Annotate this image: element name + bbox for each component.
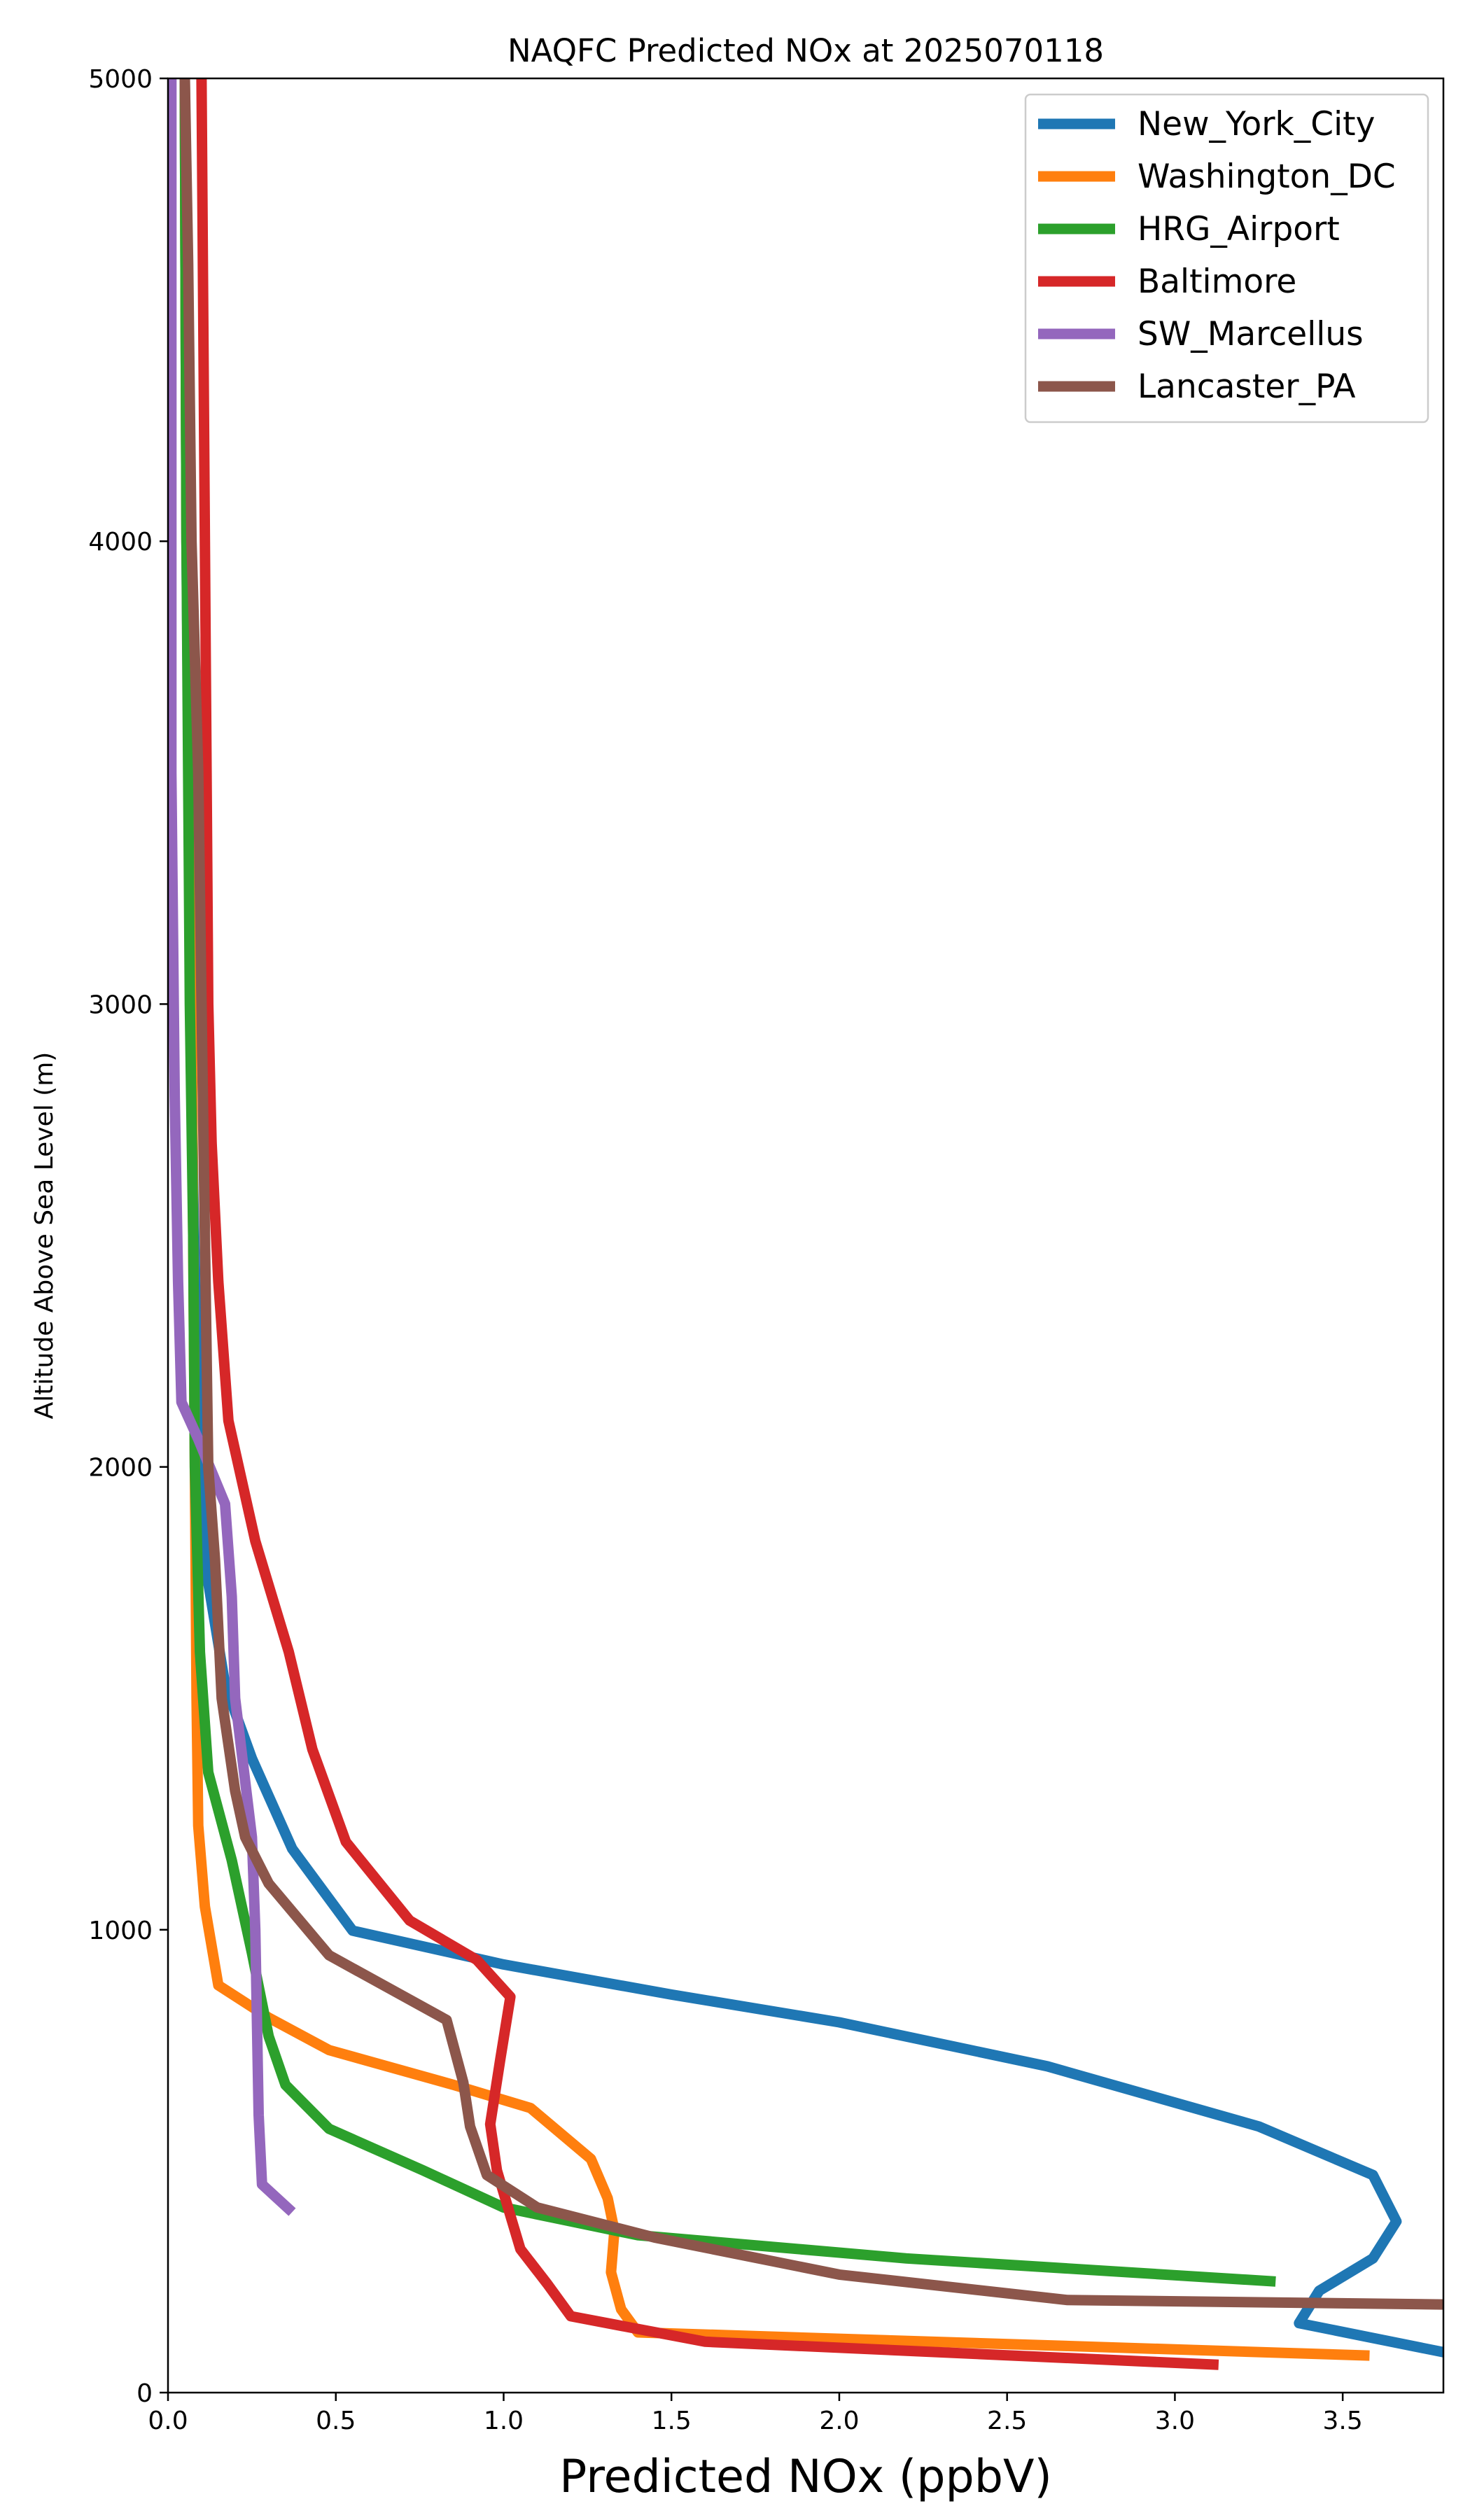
legend-label: Lancaster_PA xyxy=(1138,368,1356,406)
x-tick-label: 0.0 xyxy=(148,2407,188,2435)
series-line-baltimore xyxy=(196,78,1219,2370)
y-axis-ticks: 0 1000 2000 3000 4000 5000 xyxy=(88,65,168,2408)
x-axis-ticks: 0.0 0.5 1.0 1.5 2.0 2.5 3.0 3.5 xyxy=(148,2393,1363,2435)
axes-frame xyxy=(167,77,1445,2394)
legend: New_York_City Washington_DC HRG_Airport Bal… xyxy=(1024,93,1429,424)
y-axis-label: Altitude Above Sea Level (m) xyxy=(30,1052,59,1420)
legend-box xyxy=(1024,93,1429,424)
x-tick-label: 3.5 xyxy=(1323,2407,1363,2435)
series-layer xyxy=(168,78,1443,2370)
y-tick-label: 4000 xyxy=(88,528,153,556)
legend-label: New_York_City xyxy=(1138,105,1375,144)
x-tick-label: 2.0 xyxy=(819,2407,859,2435)
series-line-sw-marcellus xyxy=(168,78,296,2216)
legend-item: HRG_Airport xyxy=(1038,210,1340,248)
y-tick-label: 3000 xyxy=(88,990,153,1019)
y-tick-label: 5000 xyxy=(88,65,153,94)
x-tick-label: 3.0 xyxy=(1155,2407,1195,2435)
y-tick-label: 1000 xyxy=(88,1917,153,1945)
x-tick-label: 1.0 xyxy=(484,2407,524,2435)
legend-item: SW_Marcellus xyxy=(1038,315,1364,354)
y-tick-label: 2000 xyxy=(88,1454,153,1483)
legend-item: Baltimore xyxy=(1038,262,1296,301)
legend-item: Lancaster_PA xyxy=(1038,368,1356,406)
y-tick-label: 0 xyxy=(136,2379,153,2408)
legend-label: SW_Marcellus xyxy=(1138,315,1364,354)
x-tick-label: 0.5 xyxy=(316,2407,356,2435)
legend-item: Washington_DC xyxy=(1038,158,1396,196)
legend-label: Washington_DC xyxy=(1138,158,1396,196)
legend-label: HRG_Airport xyxy=(1138,210,1340,248)
legend-item: New_York_City xyxy=(1038,105,1375,144)
x-tick-label: 2.5 xyxy=(987,2407,1027,2435)
legend-label: Baltimore xyxy=(1138,262,1296,301)
chart-title: NAQFC Predicted NOx at 2025070118 xyxy=(507,32,1104,69)
x-axis-label: Predicted NOx (ppbV) xyxy=(559,2451,1052,2503)
series-line-lancaster-pa xyxy=(179,78,1443,2310)
x-tick-label: 1.5 xyxy=(652,2407,692,2435)
